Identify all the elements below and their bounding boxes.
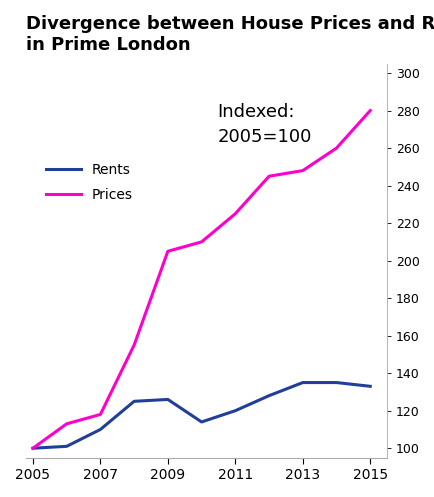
Rents [64,443,69,449]
Prices [299,167,305,173]
Legend: Rents, Prices: Rents, Prices [40,157,138,208]
Prices [232,211,237,217]
Rents [266,393,271,399]
Line: Prices: Prices [33,110,369,448]
Prices [198,239,204,245]
Rents [299,380,305,386]
Rents [98,426,103,432]
Prices [98,412,103,417]
Prices [266,173,271,179]
Text: Indexed:
2005=100: Indexed: 2005=100 [217,103,311,146]
Prices [165,248,170,254]
Text: Divergence between House Prices and Rents
in Prime London: Divergence between House Prices and Rent… [26,15,434,54]
Rents [232,408,237,414]
Prices [30,445,36,451]
Prices [367,107,372,113]
Rents [30,445,36,451]
Rents [165,397,170,403]
Line: Rents: Rents [33,383,369,448]
Rents [333,380,339,386]
Rents [131,398,136,404]
Prices [131,342,136,348]
Prices [333,145,339,151]
Rents [198,419,204,425]
Rents [367,383,372,389]
Prices [64,421,69,427]
